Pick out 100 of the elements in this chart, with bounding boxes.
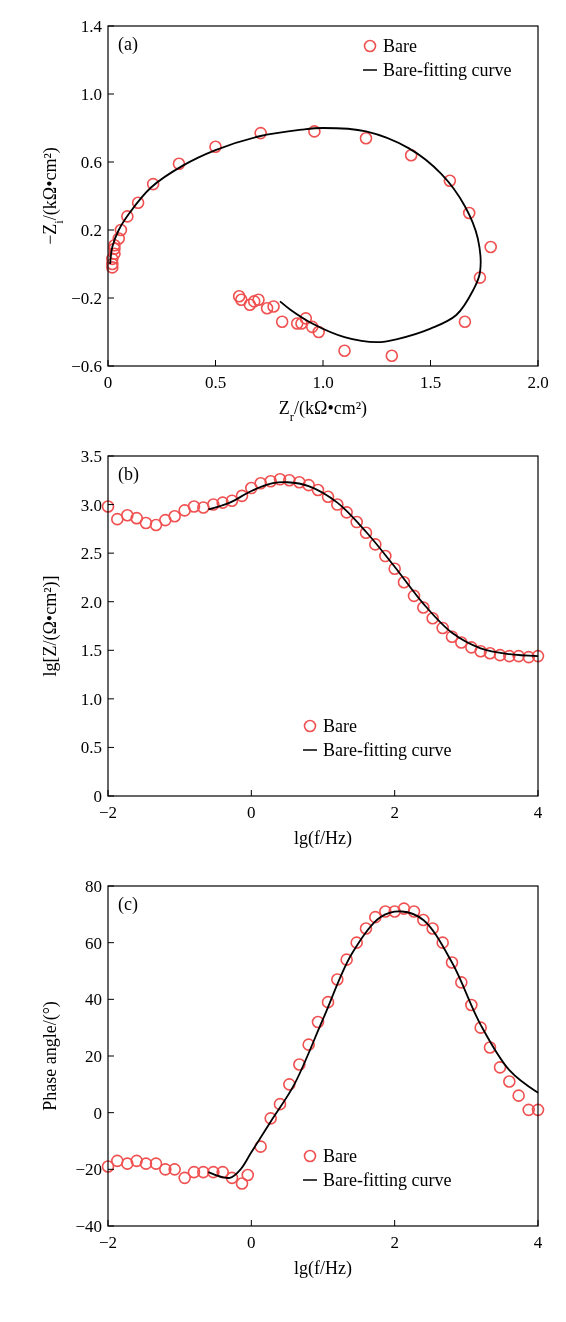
- point: [264, 474, 277, 488]
- point: [331, 973, 344, 986]
- point: [108, 247, 121, 261]
- text: (b): [118, 464, 139, 485]
- y-tick-label: −0.6: [71, 357, 102, 376]
- point: [121, 1157, 134, 1170]
- point: [283, 473, 296, 487]
- point: [359, 131, 373, 145]
- y-tick-label: 0: [93, 1103, 102, 1123]
- y-tick-label: 1.0: [80, 689, 102, 709]
- point: [311, 1015, 325, 1029]
- y-tick-label: −40: [75, 1217, 102, 1236]
- point: [290, 317, 304, 330]
- y-tick-label: 0.5: [80, 738, 102, 758]
- point: [106, 257, 119, 271]
- chart-title: (c): [118, 894, 138, 915]
- point: [340, 953, 353, 966]
- y-tick-label: 1.0: [80, 85, 102, 104]
- point: [473, 271, 487, 284]
- point: [483, 1041, 497, 1054]
- point: [462, 206, 476, 220]
- point: [522, 650, 535, 664]
- point: [178, 504, 191, 517]
- point: [131, 196, 145, 210]
- point: [321, 995, 335, 1009]
- point: [216, 496, 229, 509]
- point: [197, 1165, 210, 1179]
- point: [417, 913, 430, 927]
- legend-label: Bare: [383, 36, 417, 56]
- y-tick-label: 3.5: [80, 447, 102, 466]
- point: [321, 490, 335, 504]
- point: [207, 498, 220, 511]
- point: [397, 902, 411, 915]
- point: [397, 575, 411, 589]
- legend-label: Bare: [323, 716, 357, 736]
- point: [260, 301, 274, 315]
- y-tick-label: 2.0: [80, 592, 102, 612]
- point: [350, 515, 363, 529]
- point: [216, 1165, 229, 1179]
- x-tick-label: −2: [98, 1233, 118, 1252]
- point: [522, 1103, 535, 1117]
- point: [254, 1140, 267, 1153]
- point: [512, 649, 525, 663]
- point: [225, 1171, 239, 1185]
- point: [512, 1089, 525, 1102]
- point: [503, 649, 516, 663]
- x-tick-label: 1.5: [419, 373, 442, 392]
- point: [465, 998, 478, 1012]
- legend-label: Bare-fitting curve: [323, 1170, 452, 1190]
- point: [101, 1160, 115, 1173]
- x-tick-label: 2: [390, 1233, 399, 1252]
- point: [436, 621, 449, 635]
- point: [168, 509, 181, 523]
- point: [305, 320, 319, 334]
- point: [308, 125, 321, 138]
- y-tick-label: 0.2: [80, 221, 102, 240]
- point: [187, 1165, 201, 1179]
- point: [350, 936, 363, 949]
- x-tick-label: 0.5: [204, 373, 227, 392]
- point: [436, 936, 449, 949]
- y-axis-title: Phase angle/(°): [40, 1001, 61, 1111]
- point: [484, 240, 497, 254]
- x-axis-title: lg(f/Hz): [294, 1258, 352, 1279]
- point: [247, 295, 261, 308]
- point: [455, 636, 468, 649]
- y-tick-label: 3.0: [80, 495, 102, 515]
- x-tick-label: 2: [390, 803, 399, 822]
- point: [293, 475, 306, 489]
- x-tick-label: 4: [533, 1233, 543, 1252]
- point: [114, 223, 128, 237]
- point: [172, 157, 186, 170]
- x-tick-label: 4: [533, 803, 543, 822]
- point: [311, 483, 325, 497]
- point: [139, 516, 153, 530]
- point: [379, 905, 392, 918]
- point: [197, 501, 210, 514]
- y-tick-label: 2.5: [80, 544, 102, 564]
- point: [241, 1168, 255, 1182]
- point: [130, 511, 143, 525]
- point: [302, 1038, 315, 1051]
- point: [254, 126, 267, 140]
- point: [235, 1177, 249, 1190]
- y-tick-label: 60: [85, 933, 102, 953]
- point: [455, 976, 468, 989]
- x-tick-label: 1.0: [312, 373, 334, 392]
- point: [106, 252, 119, 266]
- point: [445, 630, 459, 643]
- legend-label: Bare-fitting curve: [383, 60, 512, 80]
- x-axis-title: Z$_{r}$/(kΩ•cm²): [278, 398, 368, 424]
- point: [474, 644, 487, 658]
- point: [121, 210, 134, 223]
- point: [209, 140, 222, 153]
- y-tick-label: −20: [75, 1160, 102, 1180]
- point: [443, 174, 457, 187]
- point: [493, 1061, 507, 1074]
- point: [111, 1154, 124, 1168]
- x-tick-label: 0: [247, 803, 256, 822]
- y-tick-label: 0: [93, 787, 102, 806]
- point: [207, 1165, 220, 1179]
- point: [254, 476, 267, 490]
